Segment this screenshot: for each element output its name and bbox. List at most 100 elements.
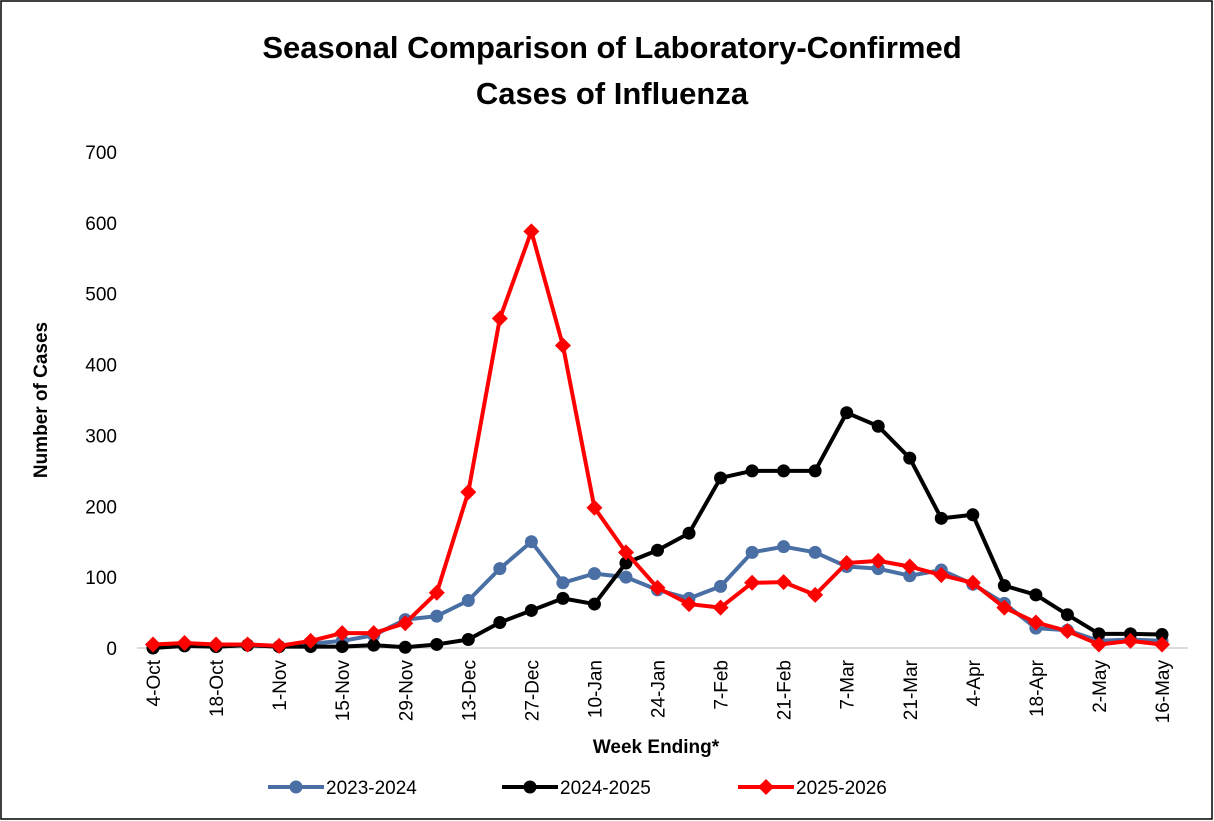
chart-title: Cases of Influenza <box>476 76 749 111</box>
x-tick-label: 10-Jan <box>585 660 606 718</box>
data-point <box>208 636 225 653</box>
data-point <box>398 640 412 654</box>
y-tick-label: 500 <box>85 285 117 306</box>
data-point <box>777 540 791 554</box>
data-point <box>712 599 729 616</box>
data-point <box>1059 622 1076 639</box>
data-point <box>397 615 414 632</box>
y-tick-label: 700 <box>85 143 117 164</box>
data-point <box>966 508 980 522</box>
y-tick-label: 300 <box>85 426 117 447</box>
x-tick-label: 4-Oct <box>144 659 165 706</box>
data-point <box>933 567 950 584</box>
legend-label: 2025-2026 <box>796 778 887 799</box>
data-point <box>1027 614 1044 631</box>
data-point <box>871 419 885 433</box>
data-point <box>745 545 759 559</box>
x-tick-label: 7-Feb <box>712 660 733 710</box>
data-point <box>838 554 855 571</box>
x-tick-label: 18-Oct <box>207 659 228 717</box>
data-point <box>903 451 917 465</box>
y-tick-label: 200 <box>85 497 117 518</box>
data-point <box>1060 608 1074 622</box>
data-point <box>239 636 256 653</box>
data-point <box>808 545 822 559</box>
chart-title: Seasonal Comparison of Laboratory-Confir… <box>262 30 961 65</box>
data-point <box>365 625 382 642</box>
y-axis-title: Number of Cases <box>31 322 52 478</box>
data-point <box>617 544 634 561</box>
data-point <box>745 464 759 478</box>
legend-marker <box>758 779 774 795</box>
x-tick-label: 13-Dec <box>459 660 480 721</box>
data-point <box>587 597 601 611</box>
data-point <box>461 632 475 646</box>
y-tick-label: 100 <box>85 568 117 589</box>
x-tick-label: 21-Feb <box>775 660 796 720</box>
data-point <box>430 609 444 623</box>
data-point <box>587 567 601 581</box>
data-point <box>870 552 887 569</box>
x-tick-label: 15-Nov <box>333 660 354 722</box>
data-point <box>460 484 477 501</box>
data-point <box>145 636 161 653</box>
data-point <box>556 591 570 605</box>
data-point <box>1122 632 1139 649</box>
data-point <box>681 596 698 613</box>
data-point <box>271 637 288 654</box>
data-point <box>428 584 445 601</box>
data-point <box>461 594 475 608</box>
data-point <box>901 558 918 575</box>
data-point <box>491 310 508 327</box>
data-point <box>808 464 822 478</box>
data-point <box>714 471 728 485</box>
x-tick-label: 18-Apr <box>1027 659 1048 717</box>
data-point <box>493 562 507 576</box>
x-tick-label: 7-Mar <box>838 659 859 709</box>
data-point <box>807 586 824 603</box>
y-tick-label: 600 <box>85 214 117 235</box>
x-tick-label: 1-Nov <box>270 660 291 711</box>
data-point <box>1090 636 1107 653</box>
x-tick-label: 24-Jan <box>649 660 670 718</box>
data-point <box>1092 627 1106 641</box>
data-point <box>777 464 791 478</box>
data-point <box>302 632 319 649</box>
data-point <box>903 569 917 583</box>
data-point <box>334 625 351 642</box>
x-tick-label: 16-May <box>1153 660 1174 724</box>
data-point <box>524 535 538 549</box>
y-tick-label: 0 <box>106 639 117 660</box>
data-point <box>586 499 603 516</box>
data-point <box>619 570 633 584</box>
x-tick-label: 29-Nov <box>396 660 417 722</box>
data-point <box>619 556 633 570</box>
data-point <box>649 579 666 596</box>
legend-marker <box>523 780 537 794</box>
x-tick-label: 27-Dec <box>522 660 543 721</box>
data-point <box>651 543 664 557</box>
data-point <box>430 637 444 651</box>
data-point <box>554 337 571 354</box>
x-tick-label: 21-Mar <box>901 659 922 720</box>
legend-marker <box>289 780 303 794</box>
y-tick-label: 400 <box>85 356 117 377</box>
data-point <box>714 579 728 593</box>
data-point <box>493 615 507 629</box>
data-point <box>523 223 540 240</box>
legend-label: 2024-2025 <box>560 778 651 799</box>
data-point <box>1155 628 1169 642</box>
data-point <box>964 574 981 591</box>
data-point <box>775 574 792 591</box>
data-point <box>367 638 381 652</box>
data-point <box>524 603 538 617</box>
x-axis-title: Week Ending* <box>593 737 720 758</box>
data-point <box>996 599 1013 616</box>
x-tick-label: 4-Apr <box>964 659 985 706</box>
data-point <box>556 576 570 590</box>
data-point <box>744 574 761 591</box>
data-point <box>1029 588 1043 602</box>
data-point <box>1154 636 1170 653</box>
